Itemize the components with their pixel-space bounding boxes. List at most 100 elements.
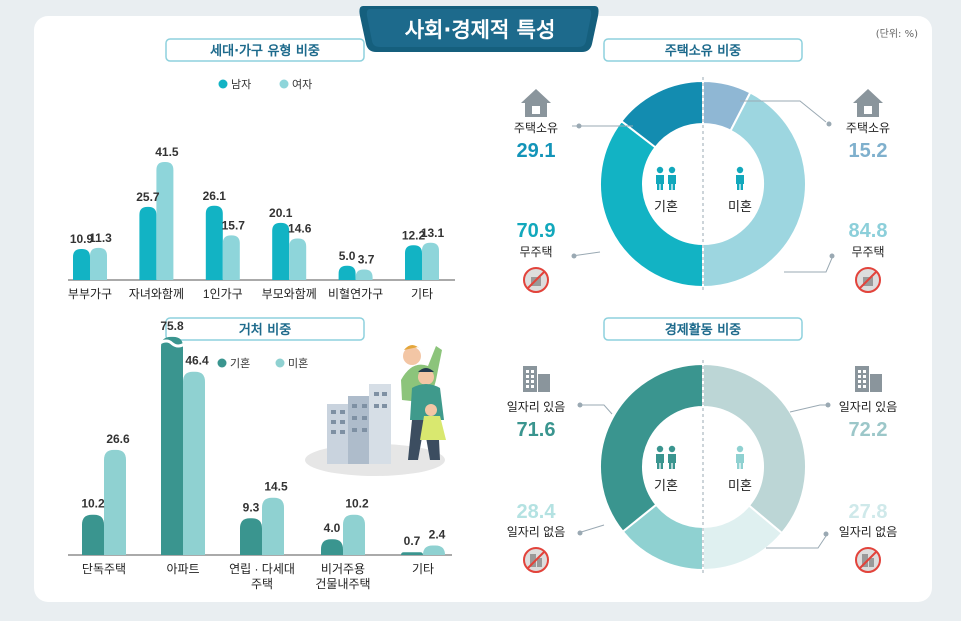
economic-unmarried-yes-value: 72.2 — [849, 419, 888, 441]
legend-unmarried-label: 미혼 — [288, 357, 308, 370]
housing-married-none-value: 70.9 — [517, 220, 556, 242]
economic-unmarried-yes-label: 일자리 있음 — [839, 400, 898, 414]
household-value-male: 25.7 — [136, 190, 160, 204]
housing-unmarried-label: 미혼 — [728, 199, 752, 214]
household-value-female: 14.6 — [288, 221, 312, 235]
housing-unmarried-none-value: 84.8 — [849, 220, 888, 242]
household-value-female: 13.1 — [421, 226, 445, 240]
household-title-box — [165, 38, 365, 62]
household-category-label: 비혈연가구 — [328, 287, 383, 301]
parent-figure-hair — [404, 345, 421, 350]
title-banner-inner — [366, 9, 592, 47]
leader-dot — [577, 530, 583, 536]
household-bar-male — [205, 205, 223, 280]
housing-married-none-slice — [599, 119, 704, 289]
legend-married-dot — [217, 358, 227, 368]
household-bar-female — [422, 242, 439, 280]
household-category-label: 자녀와함께 — [129, 287, 184, 301]
household-category-label: 부모와함께 — [262, 287, 317, 301]
residence-bar-married — [82, 514, 104, 555]
residence-category-label: 건물내주택 — [315, 577, 370, 591]
residence-bar-unmarried — [262, 497, 284, 555]
housing-married-own-label: 주택소유 — [514, 121, 558, 135]
residence-bar-married — [161, 336, 183, 555]
household-category-label: 기타 — [411, 287, 433, 301]
housing-unmarried-none-slice — [702, 91, 807, 289]
office-building-icon — [523, 366, 550, 392]
household-bar-female — [289, 238, 307, 280]
household-value-male: 5.0 — [339, 249, 356, 263]
father-head — [418, 369, 434, 385]
economic-unmarried-label: 미혼 — [728, 478, 752, 493]
office-building-icon — [855, 366, 882, 392]
residence-category-label: 주택 — [251, 577, 273, 591]
own-house-icon — [521, 89, 551, 117]
leader-line — [571, 251, 601, 257]
residence-bar-unmarried — [104, 449, 126, 555]
housing-married-own-value: 29.1 — [517, 140, 556, 162]
child-body — [420, 416, 446, 440]
family-illustration — [305, 345, 446, 476]
single-person-icon — [736, 445, 744, 469]
household-value-male: 20.1 — [269, 206, 293, 220]
married-couple-icon — [656, 445, 676, 469]
no-job-icon — [855, 547, 881, 573]
residence-value-married: 10.2 — [81, 497, 105, 511]
household-value-female: 3.7 — [358, 252, 375, 266]
father-shirt — [410, 384, 444, 420]
legend-married-label: 기혼 — [230, 357, 250, 370]
residence-bar-married — [240, 518, 262, 555]
economic-unmarried-no-value: 27.8 — [849, 501, 888, 523]
housing-married-label: 기혼 — [654, 199, 678, 214]
household-bar-male — [73, 249, 90, 280]
residence-value-unmarried: 46.4 — [185, 354, 209, 368]
legend-unmarried-dot — [275, 358, 285, 368]
residence-value-married: 75.8 — [160, 319, 184, 333]
economic-married-no-label: 일자리 없음 — [507, 525, 566, 539]
leader-dot — [577, 402, 583, 408]
married-couple-icon — [656, 166, 676, 190]
residence-bar-married — [401, 552, 423, 555]
residence-value-married: 4.0 — [324, 521, 341, 535]
leader-line — [789, 404, 828, 413]
father-hair — [418, 368, 434, 372]
housing-title-box — [603, 38, 803, 62]
residence-value-married: 0.7 — [404, 534, 421, 548]
residence-category-label: 기타 — [412, 562, 434, 576]
household-bar-male — [139, 206, 157, 280]
leader-dot — [829, 253, 835, 259]
leader-line — [740, 100, 827, 123]
residence-category-label: 비거주용 — [321, 562, 365, 576]
residence-category-label: 연립 · 다세대 — [229, 562, 295, 576]
building-right — [369, 384, 391, 464]
economic-married-yes-label: 일자리 있음 — [507, 400, 566, 414]
main-title: 사회·경제적 특성 — [405, 18, 556, 42]
household-value-male: 26.1 — [203, 189, 227, 203]
residence-value-unmarried: 2.4 — [429, 528, 446, 542]
residence-bar-married — [321, 539, 343, 555]
residence-value-unmarried: 26.6 — [106, 432, 130, 446]
leader-line — [577, 524, 605, 534]
leader-line — [784, 257, 833, 273]
economic-title-box — [603, 317, 803, 341]
leader-line — [766, 535, 827, 549]
economic-title: 경제활동 비중 — [665, 322, 741, 338]
parent-figure-head — [403, 347, 421, 365]
household-bar-female — [222, 235, 240, 280]
legend-female-dot — [279, 79, 289, 89]
single-person-icon — [736, 166, 744, 190]
residence-title: 거처 비중 — [239, 322, 291, 338]
leader-dot — [823, 531, 829, 537]
residence-category-label: 단독주택 — [82, 562, 126, 576]
axis-break-mark — [158, 339, 186, 348]
no-house-icon — [523, 267, 549, 293]
housing-unmarried-own-label: 주택소유 — [846, 121, 890, 135]
no-job-icon — [523, 547, 549, 573]
household-bar-female — [156, 162, 174, 280]
legend-male-dot — [218, 79, 228, 89]
housing-title: 주택소유 비중 — [665, 43, 741, 59]
legend-female-label: 여자 — [292, 78, 312, 91]
residence-category-label: 아파트 — [166, 562, 199, 576]
